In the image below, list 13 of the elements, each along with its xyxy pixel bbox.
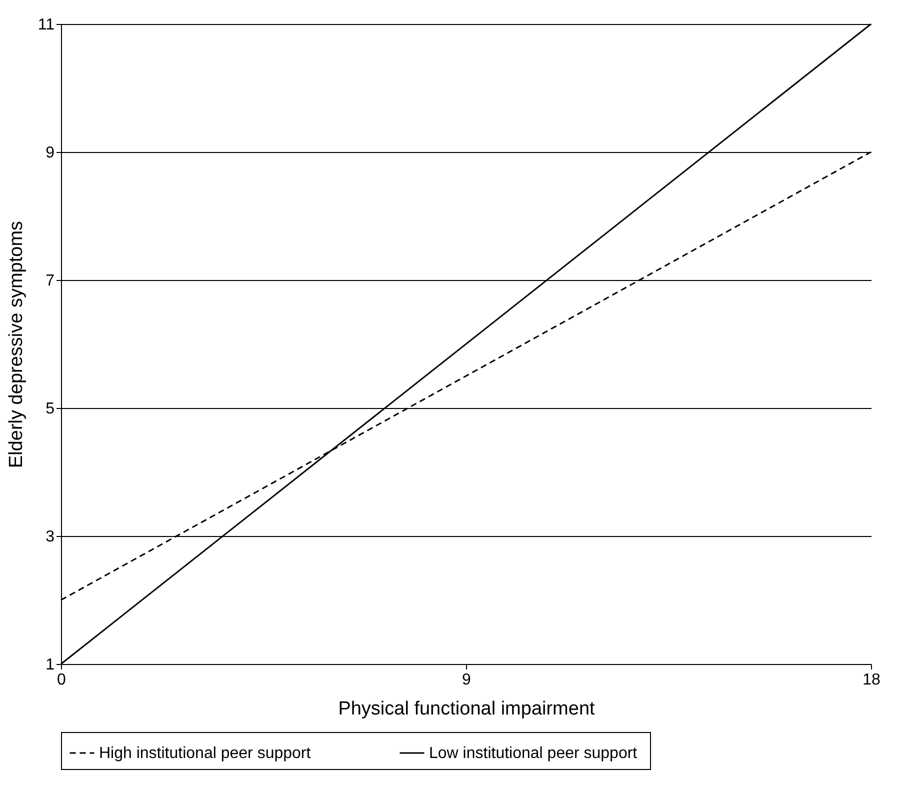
x-tick-label: 18 [862, 672, 880, 688]
y-tick-label: 1 [46, 656, 55, 674]
y-tick-label: 11 [38, 16, 55, 34]
y-tick-label: 9 [46, 144, 55, 162]
x-tick-label: 0 [57, 672, 66, 688]
x-axis-title: Physical functional impairment [338, 698, 596, 720]
y-tick-label: 5 [46, 400, 55, 418]
x-tick-label: 9 [462, 672, 472, 688]
y-tick-label: 3 [46, 528, 55, 546]
legend-label: High institutional peer support [99, 745, 312, 762]
legend-label: Low institutional peer support [429, 745, 638, 762]
y-tick-label: 7 [46, 272, 55, 290]
y-axis-title: Elderly depressive symptoms [6, 220, 27, 468]
